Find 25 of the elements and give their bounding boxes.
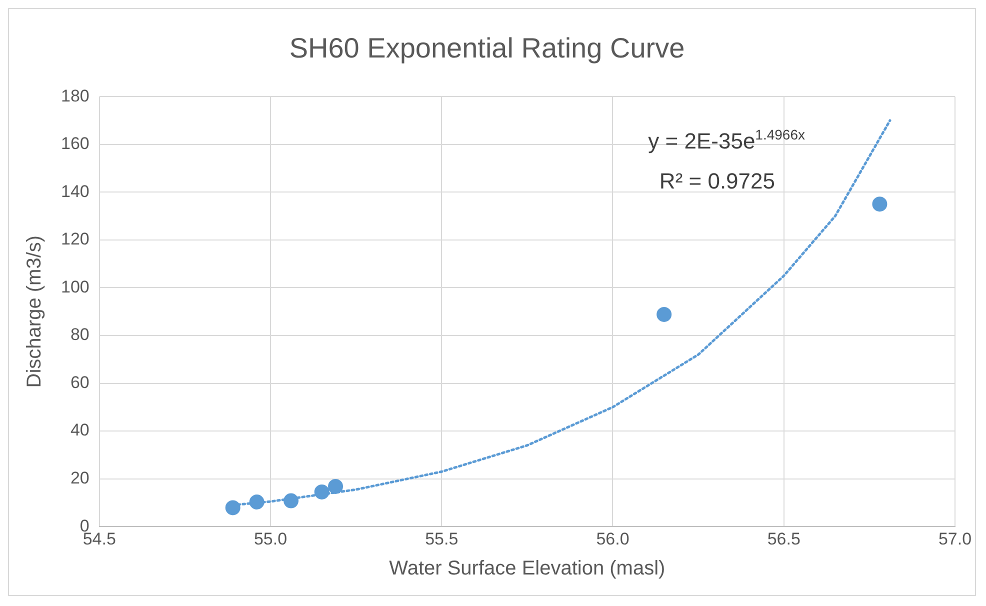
x-tick-label: 56.5 xyxy=(767,529,800,548)
y-tick-label: 180 xyxy=(60,86,90,106)
y-tick-label: 100 xyxy=(60,277,90,296)
x-axis-title: Water Surface Elevation (masl) xyxy=(389,558,666,580)
x-tick-label: 55.0 xyxy=(254,529,288,548)
y-tick-label: 140 xyxy=(60,182,90,201)
x-tick-label: 56.0 xyxy=(596,529,630,548)
y-axis-title: Discharge (m3/s) xyxy=(24,235,46,388)
point xyxy=(328,478,344,494)
point xyxy=(284,493,299,508)
y-tick-label: 80 xyxy=(70,325,90,344)
x-tick-label: 55.5 xyxy=(425,529,458,548)
chart-title: SH60 Exponential Rating Curve xyxy=(289,32,685,64)
y-tick-label: 120 xyxy=(60,230,90,249)
point xyxy=(225,500,240,516)
y-tick-label: 20 xyxy=(70,468,90,488)
annotation: R² = 0.9725 xyxy=(659,168,776,194)
y-tick-label: 160 xyxy=(60,134,90,154)
point xyxy=(249,494,264,510)
y-tick-label: 60 xyxy=(70,372,90,392)
point xyxy=(872,196,888,212)
point xyxy=(314,484,330,500)
point xyxy=(656,306,672,322)
x-tick-label: 57.0 xyxy=(938,529,972,548)
y-tick-label: 40 xyxy=(70,420,90,440)
